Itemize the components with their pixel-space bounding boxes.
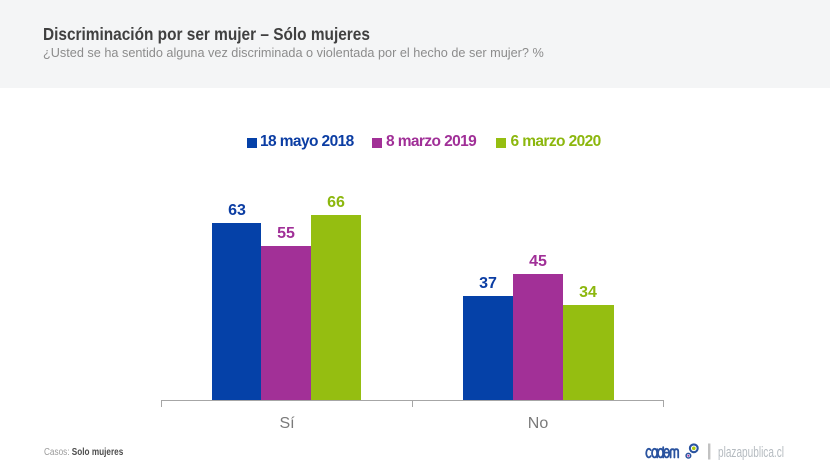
svg-text:plazapublica.cl: plazapublica.cl [718,444,784,461]
